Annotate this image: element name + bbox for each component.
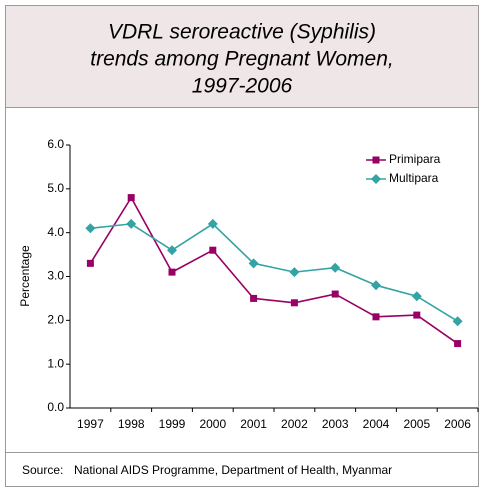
x-tick-label: 2003 [322,417,349,431]
data-point [126,218,137,229]
y-tick-label: 3.0 [47,269,64,283]
legend-marker [372,156,380,164]
data-point [330,262,341,273]
legend-marker [371,174,381,184]
chart-title: 1997-2006 [192,75,293,98]
data-point [331,290,339,298]
data-point [289,267,300,278]
data-point [372,313,380,321]
y-tick-label: 0.0 [47,400,64,414]
x-tick-label: 1998 [118,417,145,431]
x-tick-label: 1997 [77,417,104,431]
data-point [452,316,463,327]
data-point [127,194,135,202]
source-label: Source: [22,463,63,477]
x-tick-label: 2004 [363,417,390,431]
data-point [209,246,217,254]
title-box [5,5,479,108]
x-tick-label: 2006 [444,417,471,431]
legend-label: Primipara [389,152,441,166]
x-tick-label: 1999 [159,417,186,431]
x-tick-label: 2002 [281,417,308,431]
x-tick-label: 2001 [240,417,267,431]
x-tick-label: 2000 [199,417,226,431]
data-point [371,280,381,291]
chart-title: VDRL seroreactive (Syphilis) [108,21,376,44]
data-point [167,245,177,256]
data-point [248,258,259,269]
series-line [90,222,459,322]
data-point [207,218,218,229]
y-axis-label: Percentage [18,245,32,307]
series-line [89,196,459,345]
source: National AIDS Programme, Department of H… [74,463,392,477]
y-tick-label: 2.0 [47,313,64,327]
data-point [168,268,176,276]
y-tick-label: 6.0 [47,137,64,151]
y-tick-label: 4.0 [47,225,64,239]
data-point [454,340,462,348]
x-tick-label: 2005 [403,417,430,431]
y-tick-label: 1.0 [47,356,64,370]
data-point [250,294,258,302]
y-tick-label: 5.0 [47,181,64,195]
data-point [85,223,96,234]
data-point [413,311,421,319]
chart-title: trends among Pregnant Women, [90,48,394,71]
data-point [411,291,422,302]
data-point [290,299,298,307]
legend-label: Multipara [389,171,439,185]
data-point [86,259,94,267]
